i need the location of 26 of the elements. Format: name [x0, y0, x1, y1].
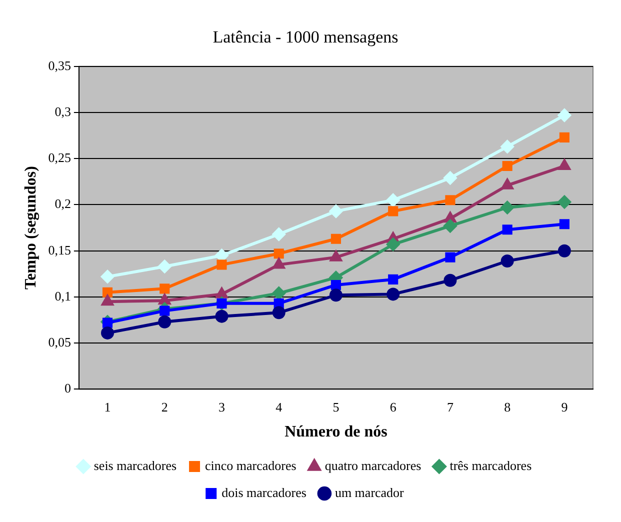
- x-tick-label: 2: [161, 399, 168, 414]
- legend-label: seis marcadores: [94, 458, 177, 473]
- legend-label: dois marcadores: [222, 484, 306, 500]
- x-tick-label: 3: [218, 399, 225, 414]
- chart-title: Latência - 1000 mensagens: [212, 28, 398, 47]
- x-tick-label: 9: [561, 399, 568, 414]
- y-tick-label: 0,1: [54, 288, 71, 304]
- y-tick-label: 0,35: [48, 58, 71, 73]
- x-tick-label: 8: [504, 399, 511, 414]
- y-tick-label: 0,3: [54, 104, 71, 119]
- x-tick-label: 4: [276, 399, 283, 414]
- y-axis-title: Tempo (segundos): [22, 166, 40, 290]
- x-tick-label: 7: [446, 399, 454, 414]
- x-tick-label: 5: [332, 399, 340, 414]
- y-tick-label: 0: [64, 380, 71, 396]
- legend-label: quatro marcadores: [324, 458, 422, 473]
- legend-label: cinco marcadores: [205, 458, 296, 473]
- legend-label: um marcador: [334, 484, 405, 500]
- y-tick-label: 0,05: [48, 334, 71, 350]
- x-axis-title: Número de nós: [284, 424, 388, 441]
- x-tick-label: 6: [390, 399, 397, 414]
- x-tick-label: 1: [104, 399, 111, 414]
- y-tick-label: 0,2: [54, 196, 71, 212]
- legend-label: três marcadores: [450, 458, 532, 473]
- y-tick-label: 0,15: [48, 242, 71, 258]
- y-tick-label: 0,25: [48, 150, 71, 166]
